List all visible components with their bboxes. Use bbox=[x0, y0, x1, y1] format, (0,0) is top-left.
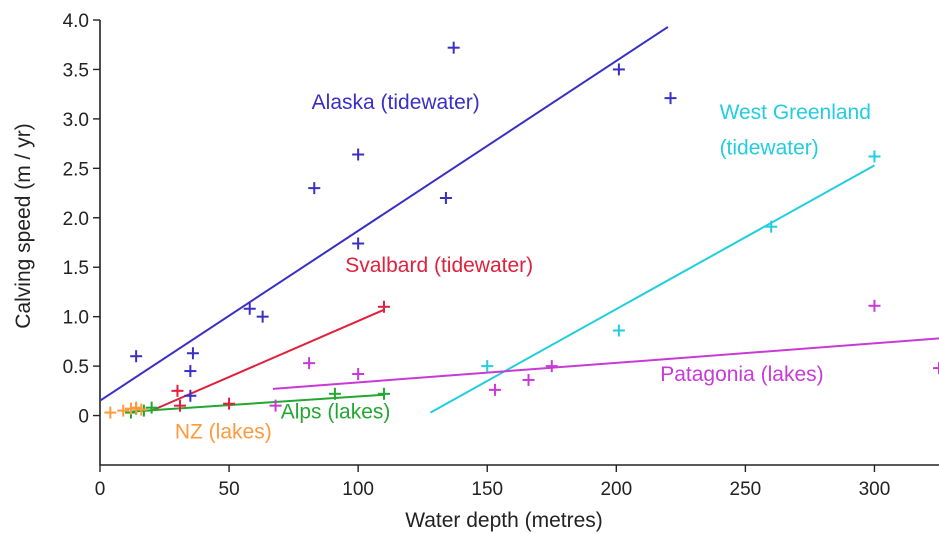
series-label-nz-lakes: NZ (lakes) bbox=[175, 420, 272, 443]
data-point-svalbard-tidewater bbox=[174, 399, 187, 412]
x-tick-label: 100 bbox=[342, 479, 374, 500]
data-point-alaska-tidewater bbox=[447, 41, 460, 54]
series-label-svalbard-tidewater: Svalbard (tidewater) bbox=[345, 254, 533, 277]
y-tick-label: 3.5 bbox=[63, 60, 89, 81]
data-point-svalbard-tidewater bbox=[377, 300, 390, 313]
series-label-patagonia-lakes: Patagonia (lakes) bbox=[660, 363, 823, 386]
data-point-alps-lakes bbox=[145, 401, 158, 414]
y-tick-label: 1.5 bbox=[63, 258, 89, 279]
data-point-alaska-tidewater bbox=[186, 347, 199, 360]
axes-group: 0 50 100 150 200 250 300 0 0.5 1.0 1.5 2.0 2.5 3.0 3.5… bbox=[63, 11, 939, 500]
x-tick-label: 0 bbox=[95, 479, 106, 500]
y-tick-label: 2.5 bbox=[63, 159, 89, 180]
y-tick-label: 0 bbox=[78, 407, 89, 428]
data-point-alaska-tidewater bbox=[184, 365, 197, 378]
data-point-alaska-tidewater bbox=[184, 389, 197, 402]
y-tick-label: 2.0 bbox=[63, 209, 89, 230]
x-axis-title: Water depth (metres) bbox=[405, 509, 603, 532]
y-tick-label: 0.5 bbox=[63, 357, 89, 378]
data-point-patagonia-lakes bbox=[868, 299, 881, 312]
data-point-patagonia-lakes bbox=[545, 360, 558, 373]
data-point-patagonia-lakes bbox=[303, 357, 316, 370]
series-label-alps-lakes: Alps (lakes) bbox=[281, 401, 391, 424]
data-point-nz-lakes bbox=[135, 403, 148, 416]
series-label-west-greenland: West Greenland bbox=[720, 101, 871, 124]
data-point-patagonia-lakes bbox=[269, 399, 282, 412]
data-point-patagonia-lakes bbox=[522, 373, 535, 386]
data-points-group bbox=[104, 41, 939, 419]
series-label-tidewater: (tidewater) bbox=[720, 136, 819, 159]
data-point-alaska-tidewater bbox=[612, 63, 625, 76]
x-tick-label: 200 bbox=[600, 479, 632, 500]
data-point-svalbard-tidewater bbox=[171, 384, 184, 397]
data-point-west-greenland-tidewater bbox=[612, 324, 625, 337]
data-point-patagonia-lakes bbox=[488, 383, 501, 396]
x-tick-label: 300 bbox=[859, 479, 891, 500]
data-point-nz-lakes bbox=[130, 401, 143, 414]
data-point-alps-lakes bbox=[377, 387, 390, 400]
data-point-alaska-tidewater bbox=[439, 192, 452, 204]
data-point-alaska-tidewater bbox=[352, 237, 365, 250]
data-point-alaska-tidewater bbox=[308, 182, 321, 195]
data-point-west-greenland-tidewater bbox=[868, 150, 881, 163]
data-point-alaska-tidewater bbox=[130, 350, 143, 363]
data-point-alaska-tidewater bbox=[352, 148, 365, 161]
series-label-alaska-tidewater: Alaska (tidewater) bbox=[312, 91, 480, 114]
data-point-alaska-tidewater bbox=[256, 310, 269, 323]
fit-line-alps-lakes bbox=[130, 393, 385, 413]
fit-lines-group bbox=[99, 26, 939, 414]
fit-line-patagonia-lakes bbox=[272, 337, 939, 390]
y-tick-label: 1.0 bbox=[63, 308, 89, 329]
x-tick-label: 50 bbox=[219, 479, 240, 500]
x-tick-label: 150 bbox=[471, 479, 503, 500]
data-point-west-greenland-tidewater bbox=[765, 220, 778, 233]
data-point-svalbard-tidewater bbox=[223, 397, 236, 410]
series-labels-group: Alaska (tidewater) West Greenland (tidewat… bbox=[175, 91, 871, 443]
y-tick-label: 4.0 bbox=[63, 11, 89, 32]
x-tick-label: 250 bbox=[730, 479, 762, 500]
y-axis-title: Calving speed (m / yr) bbox=[12, 123, 35, 328]
data-point-alaska-tidewater bbox=[243, 302, 256, 315]
y-tick-label: 3.0 bbox=[63, 110, 89, 131]
data-point-nz-lakes bbox=[104, 406, 117, 419]
data-point-west-greenland-tidewater bbox=[481, 360, 494, 373]
fit-line-alaska-tidewater bbox=[99, 26, 669, 402]
data-point-patagonia-lakes bbox=[933, 362, 939, 375]
data-point-alaska-tidewater bbox=[664, 92, 677, 105]
data-point-patagonia-lakes bbox=[352, 368, 365, 381]
data-point-nz-lakes bbox=[117, 404, 130, 417]
data-point-alps-lakes bbox=[328, 387, 341, 400]
